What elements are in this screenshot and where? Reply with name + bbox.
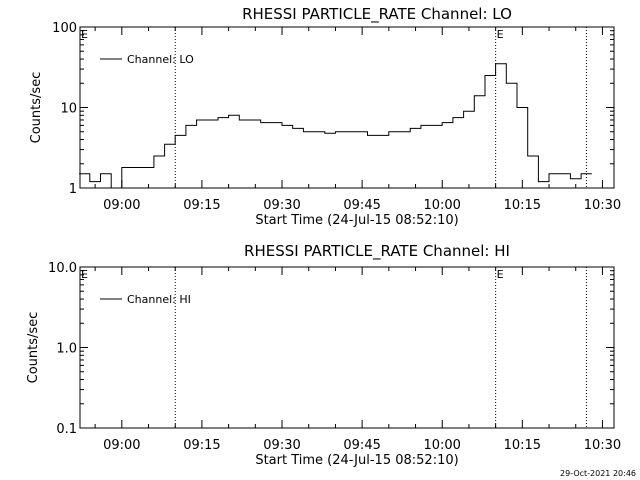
event-marker-label: E: [497, 268, 504, 281]
x-tick-label: 09:30: [263, 438, 300, 453]
x-tick-label: 09:45: [343, 438, 380, 453]
chart-title: RHESSI PARTICLE_RATE Channel: LO: [242, 5, 512, 24]
y-tick-label: 1.0: [56, 342, 77, 357]
y-axis-label: Counts/sec: [26, 312, 41, 384]
event-marker-label: E: [497, 28, 504, 41]
x-tick-label: 09:00: [103, 438, 140, 453]
x-tick-label: 09:15: [183, 438, 220, 453]
x-tick-label: 09:30: [263, 198, 300, 213]
start-marker-label: E: [81, 28, 88, 41]
y-tick-label: 100: [52, 21, 77, 36]
x-tick-label: 10:15: [504, 198, 541, 213]
chart-title: RHESSI PARTICLE_RATE Channel: HI: [244, 242, 510, 261]
x-tick-label: 10:00: [423, 438, 460, 453]
legend-label: Channel: HI: [127, 293, 191, 306]
y-tick-label: 10: [60, 102, 77, 117]
timestamp-footer: 29-Oct-2021 20:46: [560, 469, 636, 478]
x-tick-label: 09:45: [343, 198, 380, 213]
y-tick-label: 0.1: [56, 422, 77, 437]
x-axis-label: Start Time (24-Jul-15 08:52:10): [255, 453, 458, 468]
x-axis-label: Start Time (24-Jul-15 08:52:10): [255, 213, 458, 228]
x-tick-label: 09:15: [183, 198, 220, 213]
plot-frame: [79, 26, 615, 189]
chart-panel-1: RHESSI PARTICLE_RATE Channel: LO 1 10 100 09…: [29, 5, 621, 228]
x-tick-label: 10:15: [504, 438, 541, 453]
x-tick-label: 10:30: [584, 198, 621, 213]
legend-label: Channel: LO: [127, 53, 194, 66]
x-tick-label: 09:00: [103, 198, 140, 213]
plot-frame: [79, 266, 615, 429]
x-tick-label: 10:00: [423, 198, 460, 213]
series-line-channel-lo: [79, 63, 592, 189]
y-tick-label: 1: [69, 182, 77, 197]
chart-panel-2: RHESSI PARTICLE_RATE Channel: HI 0.1 1.0 10…: [26, 242, 621, 468]
y-tick-label: 10.0: [48, 261, 77, 276]
x-tick-label: 10:30: [584, 438, 621, 453]
start-marker-label: E: [81, 268, 88, 281]
y-axis-label: Counts/sec: [29, 72, 44, 144]
